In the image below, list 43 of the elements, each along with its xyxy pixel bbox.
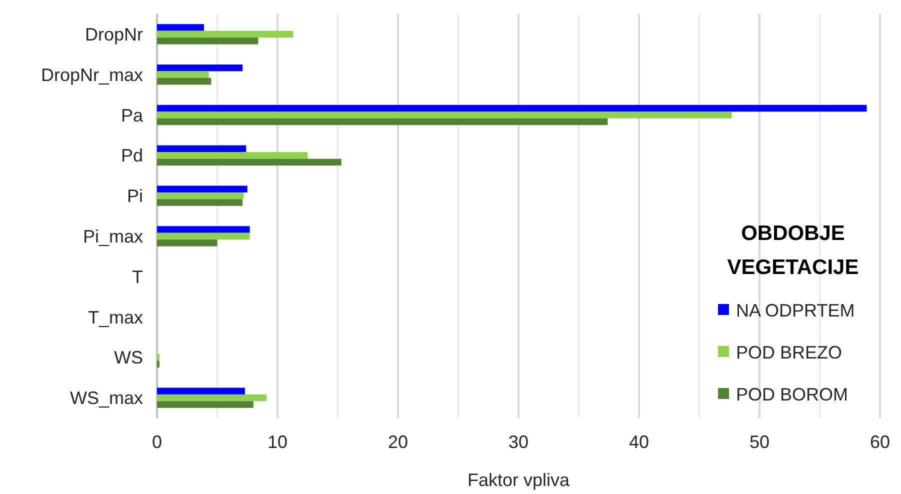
- y-tick-label: Pi: [126, 186, 143, 206]
- bar: [157, 104, 867, 112]
- y-tick-label: Pi_max: [82, 226, 143, 246]
- bar: [157, 24, 204, 31]
- bar: [157, 152, 308, 159]
- y-tick-label: Pa: [120, 105, 144, 126]
- bar: [157, 226, 250, 233]
- y-tick-label: WS: [114, 348, 143, 368]
- x-tick-label: 40: [628, 432, 650, 452]
- bar: [157, 186, 248, 192]
- bar: [157, 112, 732, 118]
- bar: [157, 388, 245, 394]
- bar: [157, 401, 254, 408]
- y-tick-label: Pd: [120, 146, 143, 166]
- legend-label: NA ODPRTEM: [736, 300, 855, 320]
- x-tick-label: 0: [152, 432, 162, 452]
- bar: [157, 240, 218, 246]
- y-tick-label: DropNr: [84, 24, 143, 44]
- legend-label: POD BOROM: [736, 384, 848, 404]
- bar: [157, 158, 342, 166]
- bar: [157, 64, 243, 72]
- x-tick-label: 50: [749, 432, 770, 452]
- bar: [157, 71, 209, 78]
- bar: [157, 199, 243, 206]
- y-tick-label: DropNr_max: [40, 64, 143, 85]
- bar: [157, 30, 294, 38]
- x-tick-label: 20: [388, 432, 408, 452]
- x-tick-label: 30: [508, 432, 529, 452]
- bar: [157, 38, 258, 44]
- bar: [157, 118, 608, 126]
- bar: [157, 232, 250, 240]
- y-tick-label: WS_max: [70, 388, 143, 408]
- bar: [157, 394, 267, 402]
- bar: [157, 145, 246, 152]
- x-axis-title: Faktor vpliva: [467, 470, 570, 490]
- legend-label: POD BREZO: [736, 342, 842, 362]
- legend-title: OBDOBJE VEGETACIJE: [727, 222, 859, 279]
- bar: [157, 78, 212, 85]
- y-tick-label: T_max: [88, 307, 143, 328]
- bar: [157, 192, 244, 200]
- x-tick-label: 10: [267, 432, 288, 452]
- x-tick-label: 60: [870, 432, 890, 452]
- y-tick-label: T: [132, 266, 143, 287]
